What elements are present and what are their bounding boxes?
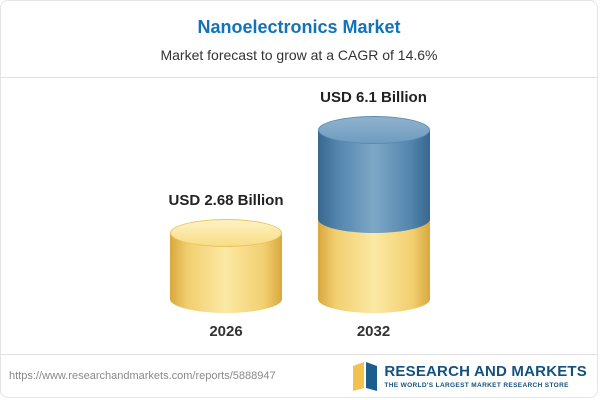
chart-title: Nanoelectronics Market — [197, 17, 401, 37]
bar-2026-cap — [170, 218, 282, 247]
bar-2032-bottom-segment — [317, 218, 430, 313]
bar-2032: USD 6.1 Billion 2032 — [317, 89, 430, 340]
chart-subtitle: Market forecast to grow at a CAGR of 14.… — [160, 47, 438, 63]
footer: https://www.researchandmarkets.com/repor… — [1, 354, 597, 397]
chart-header: Nanoelectronics Market Market forecast t… — [1, 1, 597, 78]
header-divider — [1, 77, 597, 78]
logo-name: RESEARCH AND MARKETS — [384, 362, 587, 380]
report-url: https://www.researchandmarkets.com/repor… — [9, 370, 276, 382]
bar-2032-cylinder — [317, 116, 430, 313]
bar-2026-year-label: 2026 — [209, 323, 243, 340]
bar-2026-value-label: USD 2.68 Billion — [168, 191, 284, 209]
bar-chart: USD 2.68 Billion 2026 USD 6.1 Billion 20… — [1, 78, 597, 354]
bar-2032-value-label: USD 6.1 Billion — [320, 89, 427, 107]
bar-2032-year-label: 2032 — [356, 323, 391, 340]
bar-2032-cap — [317, 116, 430, 145]
bar-2032-top-segment — [317, 130, 430, 233]
researchandmarkets-logo: RESEARCH AND MARKETS THE WORLD'S LARGEST… — [352, 361, 587, 391]
bar-2026: USD 2.68 Billion 2026 — [168, 192, 283, 340]
logo-mark-icon — [353, 362, 378, 391]
logo-tagline: THE WORLD'S LARGEST MARKET RESEARCH STOR… — [384, 381, 569, 389]
logo-text: RESEARCH AND MARKETS THE WORLD'S LARGEST… — [384, 364, 587, 389]
bar-2026-cylinder — [170, 218, 282, 313]
